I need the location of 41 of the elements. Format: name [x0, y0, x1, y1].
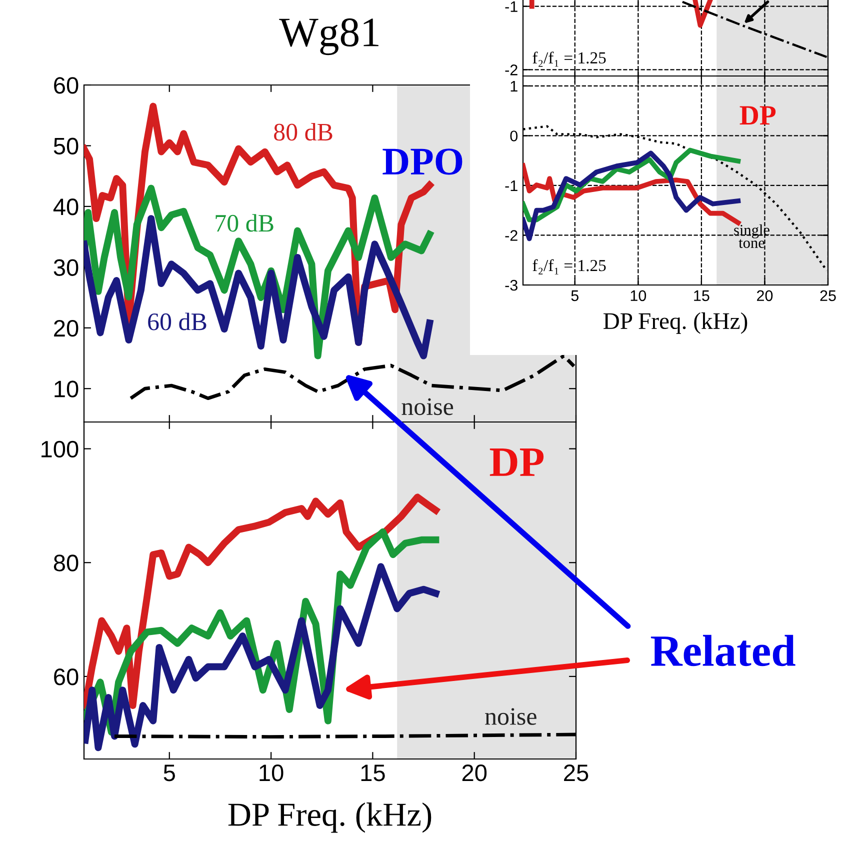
x-tick-label: 25	[564, 764, 588, 782]
y-tick-label: 100	[42, 440, 78, 458]
y-tick-label: 80	[54, 554, 78, 572]
line-series	[523, 163, 741, 226]
x-tick-label: 20	[756, 290, 773, 302]
y-tick-label: -2	[505, 230, 518, 241]
annotation: f₂/f₁ = 1.25	[532, 52, 606, 67]
annotation: DP	[740, 106, 776, 125]
x-tick-label: 5	[164, 764, 175, 782]
series-label: 70 dB	[216, 214, 274, 232]
y-tick-label: 40	[53, 198, 78, 216]
annotation: DP	[490, 448, 544, 476]
chart-title: Wg81	[279, 18, 378, 56]
y-tick-label: 1	[510, 80, 518, 92]
y-tick-label: 0	[510, 130, 518, 142]
x-axis-title: DP Freq. (kHz)	[228, 802, 432, 833]
series-label: 60 dB	[148, 312, 206, 330]
x-tick-label: 20	[462, 764, 487, 782]
x-tick-label: 15	[361, 764, 385, 782]
y-tick-label: 60	[54, 77, 78, 94]
series-label: noise	[402, 398, 454, 416]
x-tick-label: 10	[630, 290, 646, 302]
y-tick-label: -3	[505, 280, 518, 291]
y-tick-label: 50	[54, 138, 78, 155]
series-label: noise	[485, 708, 536, 725]
y-tick-label: 30	[54, 259, 78, 276]
annotation: f₂/f₁ = 1.25	[532, 259, 606, 274]
x-tick-label: 15	[694, 290, 710, 302]
annotation: DPO	[382, 148, 462, 175]
x-tick-label: 5	[571, 290, 578, 302]
text: Related	[650, 634, 796, 666]
y-tick-label: -1	[505, 1, 518, 12]
series-label: 80 dB	[274, 123, 332, 141]
x-axis-title: DP Freq. (kHz)	[604, 312, 748, 334]
y-tick-label: 20	[54, 320, 78, 337]
x-tick-label: 10	[260, 764, 284, 782]
x-tick-label: 25	[820, 290, 836, 302]
y-tick-label: -2	[505, 64, 518, 76]
y-tick-label: -1	[505, 180, 518, 192]
y-tick-label: 10	[54, 380, 78, 398]
y-tick-label: 60	[54, 668, 78, 686]
